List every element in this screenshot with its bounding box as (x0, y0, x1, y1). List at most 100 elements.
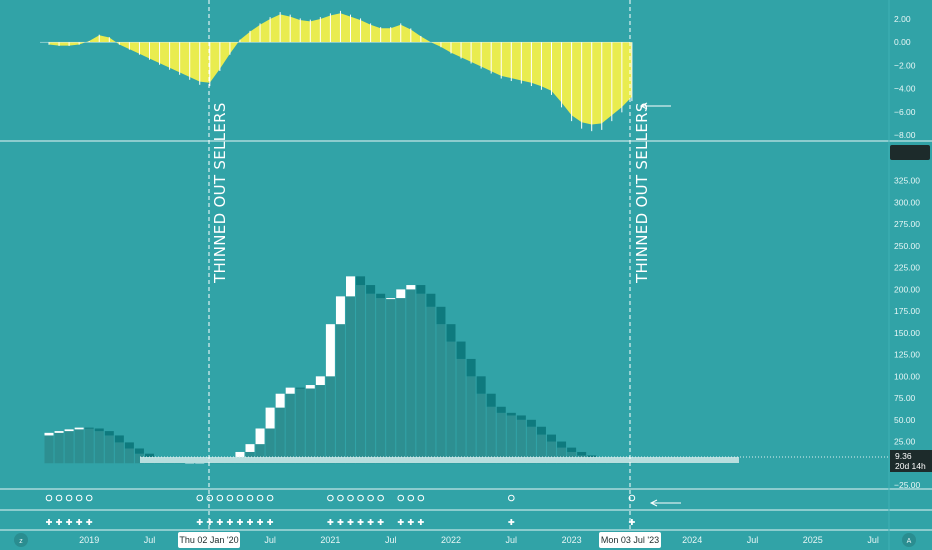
circle-marker-icon (347, 494, 354, 502)
price-bar-change (436, 306, 446, 325)
plus-icon (247, 519, 253, 525)
price-bar-change (235, 451, 245, 459)
price-bar-change (526, 419, 536, 427)
price-bar-change (84, 427, 94, 429)
plus-icon (347, 519, 354, 525)
x-axis-tick: Jul (867, 535, 879, 545)
left-arrow-icon[interactable] (649, 499, 681, 507)
plus-icon (46, 519, 52, 525)
circle-marker-icon (196, 494, 204, 502)
price-bar-body (436, 324, 446, 464)
circle-marker-icon (216, 494, 224, 502)
price-bar-change (134, 448, 144, 454)
price-bar-change (74, 427, 84, 430)
plus-icon (76, 519, 83, 525)
annotation-left[interactable]: THINNED OUT SELLERS (211, 102, 229, 284)
price-y-tick: 200.00 (894, 284, 920, 294)
price-bar-change (315, 376, 325, 386)
price-bar-change (285, 387, 295, 394)
price-bar-change (506, 412, 516, 416)
price-bar-body (356, 285, 366, 464)
price-bar-change (496, 406, 506, 413)
price-bar-change (275, 393, 285, 408)
price-y-tick: 25.00 (894, 437, 916, 447)
plus-icon (337, 519, 344, 525)
price-bar-change (64, 429, 74, 432)
left-arrow-icon[interactable] (639, 102, 671, 110)
svg-text:A: A (907, 538, 912, 545)
circle-marker-icon (337, 494, 344, 502)
price-bar-change (416, 285, 426, 294)
plus-icon (407, 519, 414, 525)
price-bar-body (476, 393, 486, 464)
plus-icon (267, 519, 274, 525)
price-bar-change (44, 432, 54, 436)
price-y-tick: 225.00 (894, 263, 920, 273)
plus-icon (367, 519, 374, 525)
price-bar-change (396, 289, 406, 299)
circle-marker-icon (377, 494, 384, 502)
price-bar-change (124, 442, 134, 449)
price-bar-body (255, 444, 265, 464)
plus-icon (66, 519, 73, 525)
price-bar-body (496, 412, 506, 464)
price-bar-change (386, 298, 396, 300)
circle-marker-icon (65, 494, 73, 502)
price-y-tick: 175.00 (894, 306, 920, 316)
circle-marker-icon (55, 494, 63, 502)
price-bar-change (476, 376, 486, 394)
price-bar-body (446, 341, 456, 464)
annotation-right[interactable]: THINNED OUT SELLERS (633, 102, 651, 284)
price-bar-body (506, 415, 516, 464)
circle-marker-icon (367, 494, 374, 502)
price-bar-change (366, 285, 376, 294)
price-bar-change (356, 276, 366, 286)
price-bar-change (516, 415, 526, 420)
plus-icon (236, 519, 243, 525)
logo-icon[interactable]: z (14, 533, 28, 547)
auto-scale-icon[interactable]: A (902, 533, 916, 547)
bar-countdown: 20d 14h (895, 461, 926, 471)
oscillator-y-tick: 2.00 (894, 14, 911, 24)
price-bar-body (526, 426, 536, 464)
x-axis-tick: 2025 (803, 535, 823, 545)
circle-marker-icon (206, 494, 214, 502)
price-bar-body (84, 428, 94, 464)
circle-marker-icon (45, 494, 53, 502)
x-axis-tick: Jul (264, 535, 276, 545)
date-tag-left-text: Thu 02 Jan '20 (179, 535, 238, 545)
oscillator-y-tick: −4.00 (894, 84, 916, 94)
plus-icon (206, 519, 213, 525)
price-bar-change (587, 455, 597, 459)
price-y-tick: 150.00 (894, 328, 920, 338)
circle-marker-icon (266, 494, 274, 502)
price-y-tick: 300.00 (894, 197, 920, 207)
price-bar-change (426, 293, 436, 307)
price-bar-body (346, 296, 355, 464)
x-axis-tick: Jul (506, 535, 518, 545)
price-bar-change (557, 441, 567, 448)
price-bar-body (366, 293, 376, 464)
price-bar-change (305, 385, 315, 389)
price-bar-body (376, 298, 386, 464)
price-bar-change (547, 434, 556, 442)
price-bar-change (406, 285, 416, 290)
price-bar-change (255, 428, 265, 445)
price-bar-body (285, 393, 295, 464)
price-bar-body (134, 453, 144, 464)
circle-marker-icon (357, 494, 364, 502)
price-bar-change (145, 453, 154, 459)
oscillator-y-tick: −2.00 (894, 60, 916, 70)
price-bar-change (54, 431, 64, 433)
price-bar-change (536, 426, 546, 435)
price-bar-body (325, 376, 335, 464)
circle-marker-icon (226, 494, 234, 502)
plus-icon (86, 519, 93, 525)
price-bar-body (516, 419, 526, 464)
date-tag-right-text: Mon 03 Jul '23 (601, 535, 659, 545)
plus-icon (397, 519, 404, 525)
baseline-band (140, 457, 739, 463)
price-bar-body (124, 448, 134, 464)
